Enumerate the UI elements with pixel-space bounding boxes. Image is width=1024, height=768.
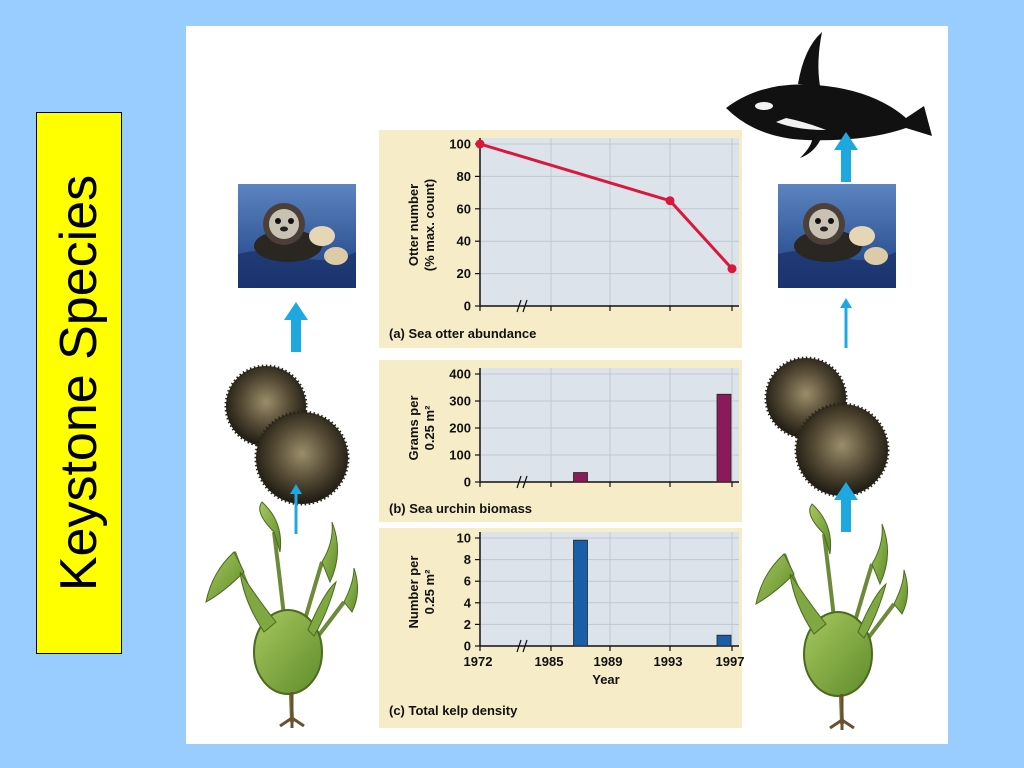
sea-otter-photo-left xyxy=(238,184,356,288)
slide-title-box: Keystone Species xyxy=(36,112,122,654)
chart-c-bar xyxy=(716,634,732,647)
chart-c-x-tick-label: 1989 xyxy=(594,654,623,669)
chart-b-axis-break xyxy=(522,475,528,489)
arrow-up-icon xyxy=(290,484,302,534)
chart-a-point xyxy=(727,264,737,274)
chart-b-y-label: 0.25 m² xyxy=(422,405,437,450)
figure-panel: 0 20 40 60 80 100 Otter number (% max. count) (a… xyxy=(186,26,948,744)
chart-c-x-label: Year xyxy=(592,672,619,687)
chart-a-axis-break xyxy=(522,299,528,313)
chart-a-point xyxy=(665,196,675,206)
kelp-illustration-right xyxy=(754,502,910,732)
chart-c-y-tick-label: 4 xyxy=(464,595,472,610)
chart-b-y-tick-label: 200 xyxy=(449,421,471,436)
sea-otter-photo-right xyxy=(778,184,896,288)
chart-c-y-tick-label: 0 xyxy=(464,639,471,654)
kelp-illustration-left xyxy=(204,500,360,730)
chart-c-y-tick-label: 2 xyxy=(464,617,471,632)
chart-b-caption: (b) Sea urchin biomass xyxy=(389,501,532,516)
chart-c-bar xyxy=(573,539,588,647)
chart-a-point xyxy=(475,139,485,149)
slide-title: Keystone Species xyxy=(50,174,108,592)
chart-b-bar xyxy=(716,393,732,483)
arrow-up-icon xyxy=(284,302,308,352)
chart-a-y-tick-label: 100 xyxy=(449,137,471,152)
sea-urchin-illustration-left xyxy=(224,364,350,506)
chart-b-axis-break xyxy=(516,475,522,489)
chart-a-axis-break xyxy=(516,299,522,313)
chart-b-y-label: Grams per xyxy=(406,395,421,460)
chart-a-y-tick-label: 80 xyxy=(457,169,471,184)
chart-c-axis-break xyxy=(522,639,528,653)
chart-c-y-label: 0.25 m² xyxy=(422,569,437,614)
chart-c-caption: (c) Total kelp density xyxy=(389,703,518,718)
chart-a-y-label: Otter number xyxy=(406,184,421,266)
chart-c-y-label: Number per xyxy=(406,556,421,629)
chart-b-y-tick-label: 300 xyxy=(449,394,471,409)
arrow-up-icon xyxy=(840,298,852,348)
chart-c-axis-break xyxy=(516,639,522,653)
chart-a-caption: (a) Sea otter abundance xyxy=(389,326,536,341)
chart-a-y-tick-label: 20 xyxy=(457,266,471,281)
chart-a-y-tick-label: 40 xyxy=(457,234,471,249)
sea-urchin-illustration-right xyxy=(764,356,890,498)
orca-illustration xyxy=(726,32,932,158)
chart-a-y-tick-label: 60 xyxy=(457,201,471,216)
chart-b-y-tick-label: 400 xyxy=(449,367,471,382)
chart-c-x-tick-label: 1997 xyxy=(716,654,745,669)
chart-c-y-tick-label: 8 xyxy=(464,552,471,567)
chart-c-x-tick-label: 1972 xyxy=(464,654,493,669)
chart-b-bar xyxy=(573,472,588,483)
chart-c-x-tick-label: 1985 xyxy=(535,654,564,669)
chart-b-y-tick-label: 0 xyxy=(464,475,471,490)
chart-c-y-tick-label: 10 xyxy=(457,531,471,546)
chart-a-y-tick-label: 0 xyxy=(464,299,471,314)
chart-c-x-tick-label: 1993 xyxy=(654,654,683,669)
chart-b-y-tick-label: 100 xyxy=(449,448,471,463)
chart-c-y-tick-label: 6 xyxy=(464,574,471,589)
chart-a-y-label: (% max. count) xyxy=(422,179,437,271)
